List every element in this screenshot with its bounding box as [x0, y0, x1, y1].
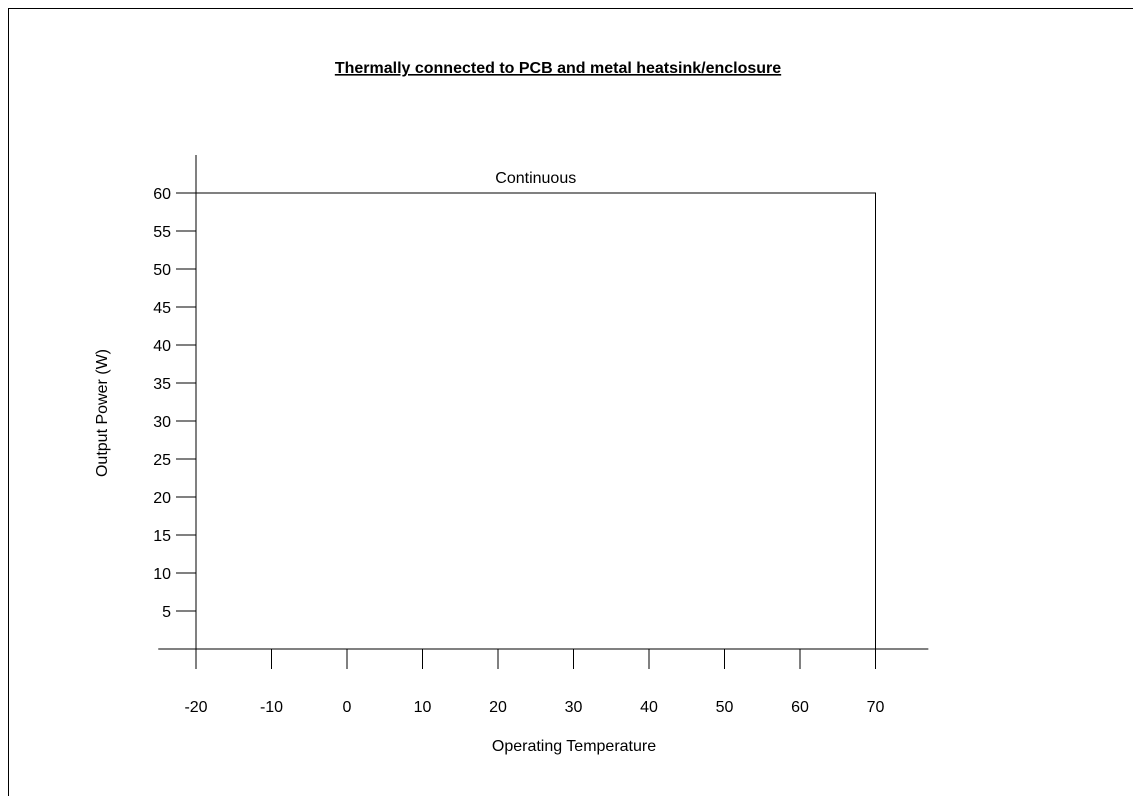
- y-tick-label: 50: [153, 262, 171, 279]
- x-tick-label: -20: [184, 699, 207, 716]
- y-tick-label: 60: [153, 186, 171, 203]
- x-tick-label: 10: [414, 699, 432, 716]
- x-axis-ticks: -20 -10 0 10 20 30 40 50 60 70: [184, 649, 884, 716]
- x-tick-label: 0: [343, 699, 352, 716]
- y-tick-label: 45: [153, 300, 171, 317]
- y-axis-ticks: 5 10 15 20 25 30 35 40 45 50 55 60: [153, 186, 196, 621]
- y-axis-label: Output Power (W): [94, 349, 111, 477]
- y-tick-label: 40: [153, 338, 171, 355]
- x-tick-label: 30: [565, 699, 583, 716]
- x-tick-label: -10: [260, 699, 283, 716]
- derating-chart: Thermally connected to PCB and metal hea…: [8, 8, 1133, 796]
- y-tick-label: 10: [153, 566, 171, 583]
- x-tick-label: 50: [716, 699, 734, 716]
- x-tick-label: 40: [640, 699, 658, 716]
- x-tick-label: 20: [489, 699, 507, 716]
- x-tick-label: 70: [867, 699, 885, 716]
- y-tick-label: 5: [162, 604, 171, 621]
- x-tick-label: 60: [791, 699, 809, 716]
- x-axis-label: Operating Temperature: [492, 738, 656, 755]
- y-tick-label: 15: [153, 528, 171, 545]
- continuous-annotation: Continuous: [495, 170, 576, 187]
- series-group: Continuous: [196, 170, 876, 649]
- chart-title: Thermally connected to PCB and metal hea…: [335, 60, 781, 77]
- axes: [158, 155, 928, 649]
- chart-frame: Thermally connected to PCB and metal hea…: [8, 8, 1133, 796]
- y-tick-label: 30: [153, 414, 171, 431]
- y-tick-label: 35: [153, 376, 171, 393]
- y-tick-label: 55: [153, 224, 171, 241]
- y-tick-label: 25: [153, 452, 171, 469]
- y-tick-label: 20: [153, 490, 171, 507]
- derating-curve: [196, 193, 876, 649]
